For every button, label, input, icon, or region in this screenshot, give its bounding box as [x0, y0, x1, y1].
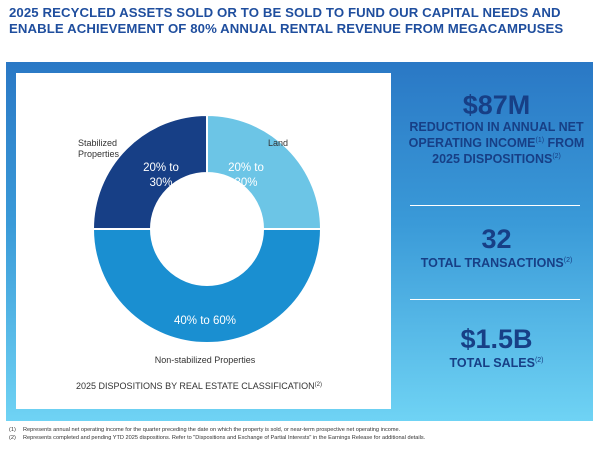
- stat-description: TOTAL TRANSACTIONS(2): [400, 254, 593, 270]
- divider: [410, 205, 580, 206]
- stat-value: $1.5B: [460, 324, 533, 354]
- footnote-number: (1): [9, 427, 16, 433]
- footnote: (1) Represents annual net operating inco…: [9, 427, 594, 435]
- slice-category-label: Stabilized Properties: [78, 138, 120, 159]
- stat-description-text: TOTAL SALES: [449, 356, 535, 371]
- slice-land: [206, 113, 323, 230]
- stat-description-text-2: FROM 2025 DISPOSITIONS: [432, 136, 585, 167]
- stat-description-text: REDUCTION IN ANNUAL NET OPERATING INCOME: [408, 120, 584, 151]
- stat-value: 32: [481, 224, 512, 254]
- stats-column: $87M REDUCTION IN ANNUAL NET OPERATING I…: [400, 62, 593, 421]
- slice-value-label: 40% to 60%: [174, 315, 236, 327]
- slice-stabilized-properties: [91, 113, 208, 230]
- footnote-text: Represents completed and pending YTD 202…: [23, 434, 426, 441]
- footnote-text: Represents annual net operating income f…: [23, 427, 401, 433]
- stat-description-text: TOTAL TRANSACTIONS: [420, 256, 564, 271]
- divider: [410, 299, 580, 300]
- stat-total-sales: $1.5B TOTAL SALES(2): [400, 324, 593, 370]
- slice-value-label: 20% to 30%: [143, 162, 179, 189]
- stat-transactions: 32 TOTAL TRANSACTIONS(2): [400, 224, 593, 270]
- footnote-marker: (2): [534, 357, 544, 364]
- slice-value-label: 20% to 30%: [228, 162, 264, 189]
- footnote-marker: (2): [563, 257, 573, 264]
- footnote-marker: (2): [552, 153, 561, 161]
- footnote-marker: (1): [535, 137, 545, 144]
- headline: 2025 RECYCLED ASSETS SOLD OR TO BE SOLD …: [9, 5, 564, 36]
- donut-chart: 20% to 30% Land 40% to 60% Non-stabilized Pr…: [76, 113, 323, 391]
- footnotes: (1) Represents annual net operating inco…: [9, 427, 594, 442]
- footnote-number: (2): [9, 434, 16, 441]
- slice-category-label: Land: [268, 138, 288, 148]
- chart-title: 2025 DISPOSITIONS BY REAL ESTATE CLASSIF…: [76, 381, 322, 391]
- stat-description: REDUCTION IN ANNUAL NET OPERATING INCOME…: [400, 120, 593, 166]
- stat-value: $87M: [462, 90, 531, 120]
- stat-noi-reduction: $87M REDUCTION IN ANNUAL NET OPERATING I…: [400, 90, 593, 166]
- stat-description: TOTAL SALES(2): [400, 354, 593, 370]
- slice-non-stabilized-properties: [91, 228, 323, 344]
- footnote: (2) Represents completed and pending YTD…: [9, 435, 594, 443]
- chart-card: 20% to 30% Land 40% to 60% Non-stabilized Pr…: [16, 73, 391, 409]
- slice-category-label: Non-stabilized Properties: [155, 355, 256, 365]
